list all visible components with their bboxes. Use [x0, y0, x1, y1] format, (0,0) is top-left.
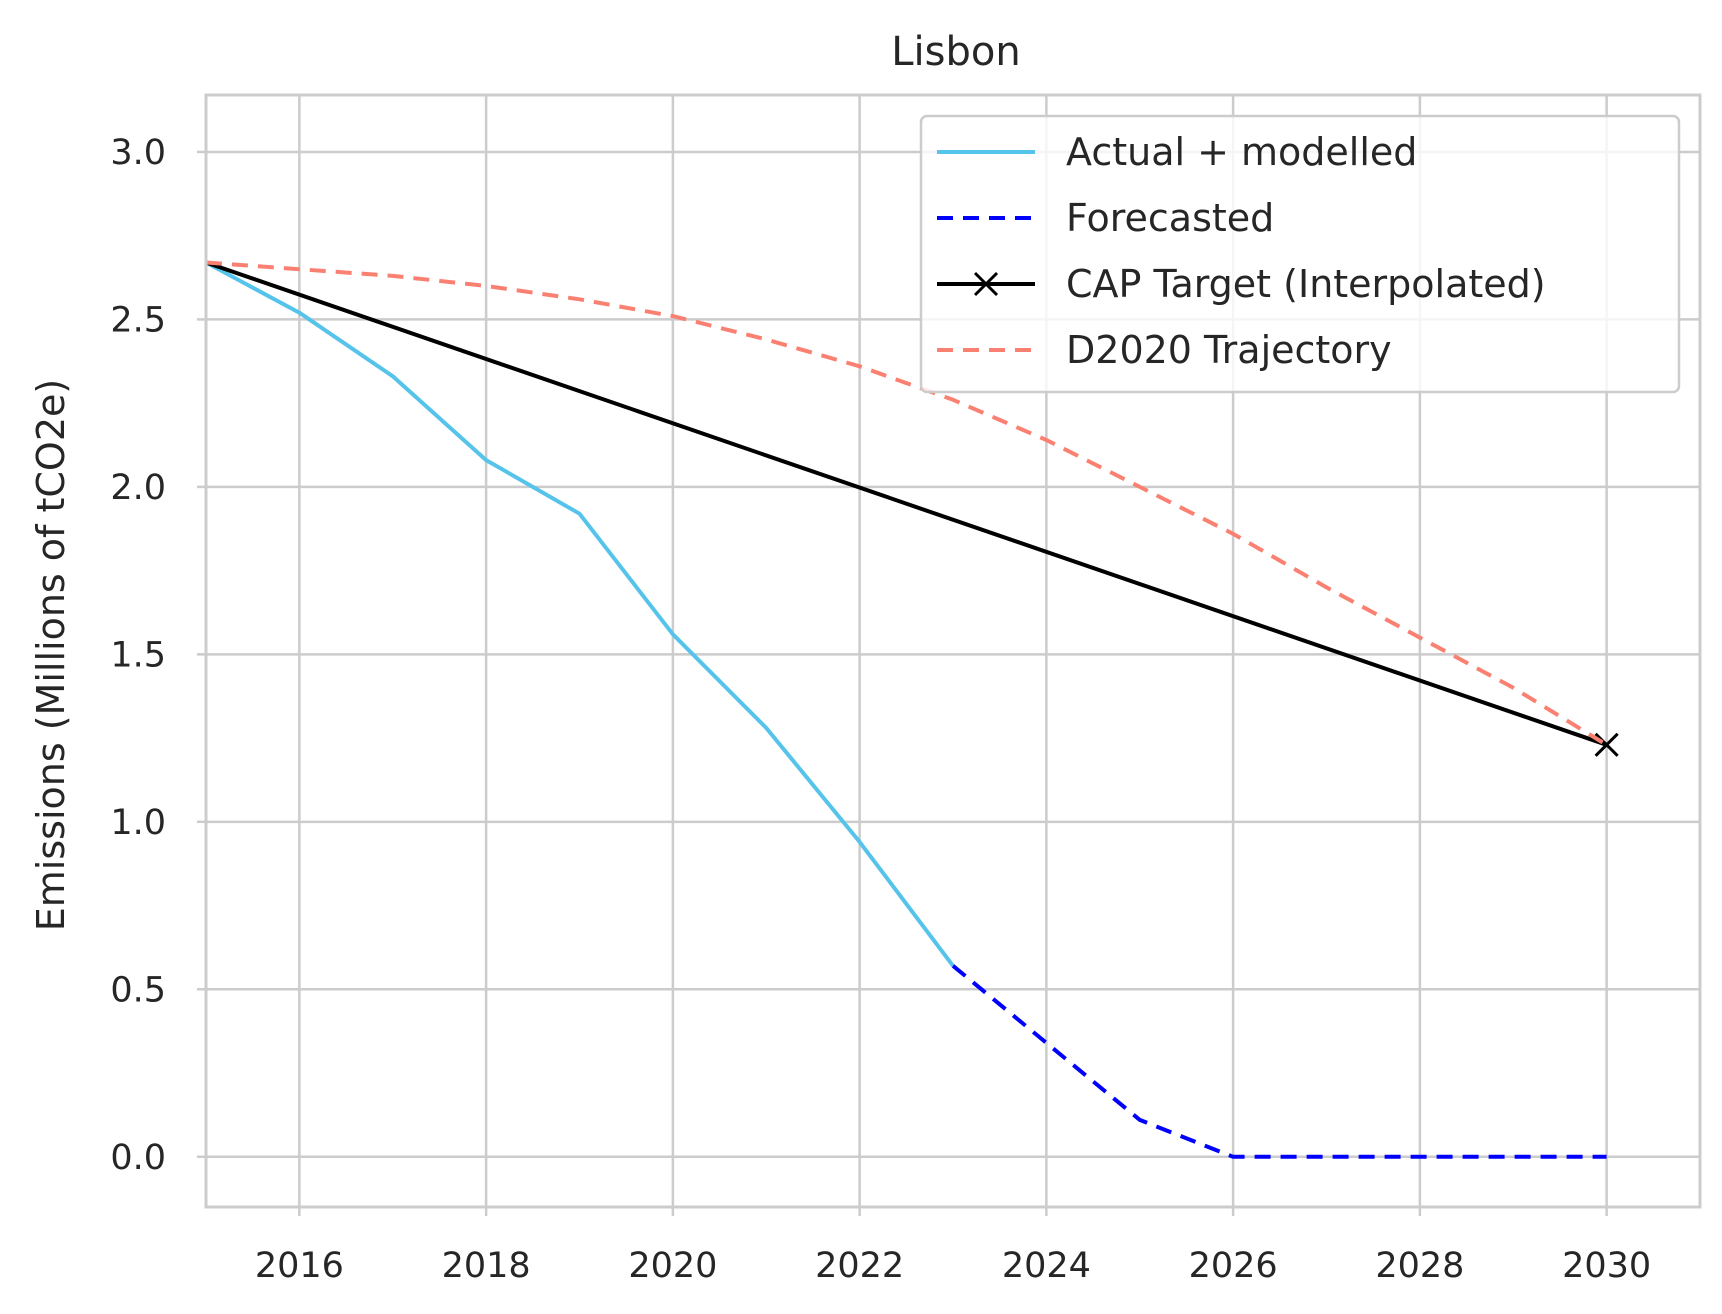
axes: 2016 2018 2020 2022 2024 2026 2028 2030 0.0 0.5 1.…	[110, 93, 1702, 1286]
x-tick-label: 2024	[1002, 1246, 1091, 1286]
y-tick-label: 1.0	[110, 803, 166, 843]
y-tick-label: 2.0	[110, 468, 166, 508]
x-tick-label: 2020	[628, 1246, 717, 1286]
y-axis-title: Emissions (Millions of tCO2e)	[29, 379, 73, 931]
y-tick-label: 1.5	[110, 635, 166, 675]
y-tick-label: 0.0	[110, 1138, 166, 1178]
x-tick-label: 2026	[1189, 1246, 1278, 1286]
series-line-actual-modelled	[205, 260, 955, 968]
y-tick-label: 3.0	[110, 133, 166, 173]
legend-box	[919, 114, 1681, 394]
series-line-cap-target-interpolated	[205, 260, 1608, 747]
legend-label: Actual + modelled	[1066, 130, 1417, 174]
marker-stroke	[1594, 732, 1619, 757]
x-tick-label: 2022	[815, 1246, 904, 1286]
x-tick-label: 2028	[1375, 1246, 1464, 1286]
chart-title: Lisbon	[891, 29, 1020, 75]
x-tick-label: 2018	[442, 1246, 531, 1286]
legend-marker	[973, 271, 999, 297]
series-marker-cap-target-interpolated	[1594, 732, 1619, 757]
x-tick-label: 2030	[1562, 1246, 1651, 1286]
legend-label: Forecasted	[1066, 196, 1274, 240]
series-line-d2020-trajectory	[205, 260, 1608, 747]
y-tick-label: 2.5	[110, 300, 166, 340]
legend-label: CAP Target (Interpolated)	[1066, 262, 1546, 306]
plot-frame	[204, 93, 1702, 1209]
y-tick-label: 0.5	[110, 970, 166, 1010]
legend-label: D2020 Trajectory	[1066, 328, 1392, 372]
series-layer	[205, 260, 1619, 1159]
legend: Actual + modelled Forecasted CAP Target (I…	[919, 114, 1681, 394]
series-line-forecasted	[951, 964, 1607, 1159]
x-tick-label: 2016	[255, 1246, 344, 1286]
